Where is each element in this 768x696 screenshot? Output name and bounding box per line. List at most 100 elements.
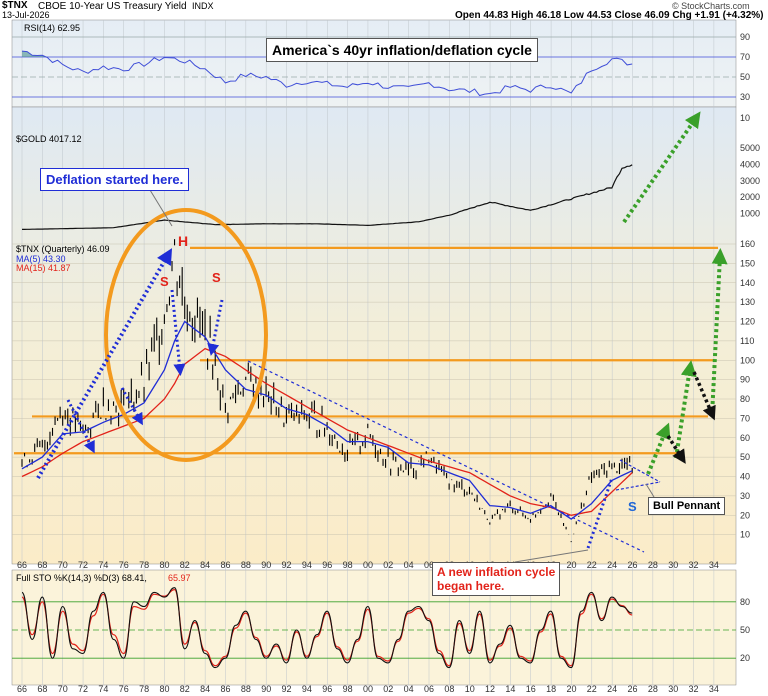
x-tick-label: 78 — [139, 684, 149, 694]
x-tick-label: 24 — [607, 684, 617, 694]
tnx-y-tick: 60 — [740, 433, 750, 443]
deflation-trend-arrow — [36, 248, 173, 480]
x-tick-label: 66 — [17, 560, 27, 570]
ma15-label: MA(15) 41.87 — [16, 263, 71, 273]
pennant-pointer — [645, 483, 655, 498]
resistance-levels — [14, 246, 718, 455]
x-tick-label: 20 — [566, 684, 576, 694]
inflation-callout-line2: began here. — [437, 579, 505, 593]
deflation-callout: Deflation started here. — [40, 168, 190, 191]
tnx-y-tick: 140 — [740, 278, 755, 288]
x-tick-label: 26 — [627, 560, 637, 570]
deflation-pointer — [149, 189, 173, 227]
x-tick-label: 34 — [709, 560, 719, 570]
x-tick-label: 92 — [282, 684, 292, 694]
x-tick-label: 82 — [180, 560, 190, 570]
x-tick-label: 80 — [159, 684, 169, 694]
sto-k-line — [21, 587, 633, 669]
tnx-y-tick: 80 — [740, 394, 750, 404]
x-tick-label: 94 — [302, 684, 312, 694]
inflation-up-arrow — [586, 477, 614, 549]
x-tick-label: 32 — [689, 560, 699, 570]
rsi-line — [21, 50, 633, 97]
x-tick-label: 04 — [404, 684, 414, 694]
green-arrow-3 — [710, 248, 728, 417]
gold-label: $GOLD 4017.12 — [16, 134, 82, 144]
tnx-y-tick: 110 — [740, 336, 754, 346]
inflation-callout: A new inflation cycle began here. — [432, 562, 561, 596]
x-tick-label: 96 — [322, 684, 332, 694]
x-tick-label: 76 — [119, 560, 129, 570]
gold-line — [22, 164, 633, 230]
inflation-pointer — [514, 549, 589, 563]
tnx-y-tick: 120 — [740, 317, 755, 327]
black-arrow-2 — [692, 371, 716, 421]
x-tick-label: 30 — [668, 560, 678, 570]
ma15-line — [21, 347, 633, 516]
sto-d-value: 65.97 — [168, 573, 191, 583]
peak-oval — [104, 208, 268, 462]
green-arrow-1 — [646, 422, 671, 475]
x-tick-label: 00 — [363, 560, 373, 570]
x-tick-label: 14 — [505, 684, 515, 694]
x-tick-label: 12 — [485, 684, 495, 694]
x-tick-label: 72 — [78, 684, 88, 694]
tnx-y-tick: 100 — [740, 355, 755, 365]
rsi-layer — [21, 50, 633, 97]
ticker-description: CBOE 10-Year US Treasury Yield — [38, 1, 187, 12]
x-tick-label: 74 — [98, 684, 108, 694]
chart-date: 13-Jul-2026 — [2, 10, 50, 20]
gold-y-tick: 2000 — [740, 192, 760, 202]
gold-y-tick: 5000 — [740, 143, 760, 153]
sto-label: Full STO %K(14,3) %D(3) 68.41, — [16, 573, 147, 583]
x-tick-label: 34 — [709, 684, 719, 694]
sto-d-line — [21, 588, 633, 667]
gold-layer — [22, 164, 633, 230]
x-tick-label: 24 — [607, 560, 617, 570]
x-tick-label: 86 — [220, 684, 230, 694]
sto-y-tick: 80 — [740, 597, 750, 607]
x-tick-label: 90 — [261, 560, 271, 570]
small-down-arrow-3 — [170, 289, 186, 376]
x-tick-label: 28 — [648, 560, 658, 570]
tnx-y-tick: 130 — [740, 297, 755, 307]
x-tick-label: 88 — [241, 684, 251, 694]
x-tick-label: 66 — [17, 684, 27, 694]
quote-line: Open 44.83 High 46.18 Low 44.53 Close 46… — [455, 10, 764, 21]
x-tick-label: 72 — [78, 560, 88, 570]
x-tick-label: 84 — [200, 684, 210, 694]
gold-y-tick: 10 — [740, 113, 750, 123]
small-down-arrow-1 — [66, 399, 95, 454]
x-tick-label: 10 — [465, 684, 475, 694]
source-credit: © StockCharts.com — [672, 1, 750, 11]
x-tick-label: 26 — [627, 684, 637, 694]
inflation-callout-line1: A new inflation cycle — [437, 565, 556, 579]
downtrend-line — [247, 360, 645, 553]
axis-labels: 66 66 68 68 70 70 72 72 74 74 76 76 78 78 80 80 82 82 84 84… — [17, 32, 760, 694]
x-tick-label: 06 — [424, 560, 434, 570]
x-tick-label: 22 — [587, 684, 597, 694]
tnx-label: $TNX (Quarterly) 46.09 — [16, 244, 110, 254]
sto-layer — [21, 587, 633, 669]
rsi-y-tick: 50 — [740, 72, 750, 82]
x-tick-label: 00 — [363, 684, 373, 694]
x-tick-label: 22 — [587, 560, 597, 570]
tnx-y-tick: 160 — [740, 239, 755, 249]
ma5-label: MA(5) 43.30 — [16, 254, 66, 264]
x-tick-label: 84 — [200, 560, 210, 570]
x-tick-label: 96 — [322, 560, 332, 570]
tnx-y-tick: 20 — [740, 510, 750, 520]
x-tick-label: 78 — [139, 560, 149, 570]
ticker-symbol: $TNX — [2, 0, 28, 11]
bull-pennant-label: Bull Pennant — [648, 497, 726, 515]
x-tick-label: 20 — [566, 560, 576, 570]
pennant-s-marker: S — [628, 499, 637, 514]
sto-y-tick: 20 — [740, 653, 750, 663]
shoulder-right-marker: S — [212, 270, 221, 285]
tnx-y-tick: 40 — [740, 472, 750, 482]
tnx-y-tick: 70 — [740, 413, 750, 423]
x-tick-label: 70 — [58, 560, 68, 570]
tnx-y-tick: 30 — [740, 491, 750, 501]
x-tick-label: 92 — [282, 560, 292, 570]
